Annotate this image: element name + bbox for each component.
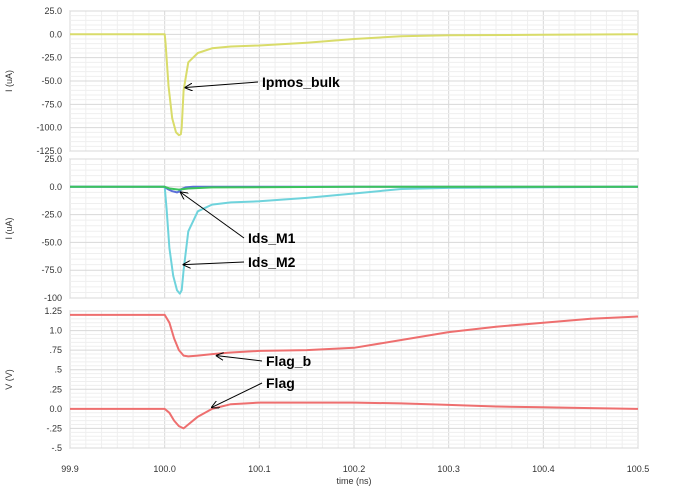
x-tick-label: 100.1 <box>248 464 271 474</box>
x-tick-label: 99.9 <box>61 464 79 474</box>
y-tick-label: 0.0 <box>49 182 62 192</box>
x-axis-label: time (ns) <box>336 476 371 486</box>
y-tick-label: -50.0 <box>41 76 62 86</box>
annotation-label: Ids_M1 <box>248 230 296 246</box>
y-tick-label: 1.0 <box>49 326 62 336</box>
series-line-flag-b <box>70 313 639 358</box>
y-tick-label: 1.25 <box>44 306 62 316</box>
y-tick-label: -100 <box>44 293 62 303</box>
annotation-arrow <box>184 262 245 265</box>
y-tick-label: -75.0 <box>41 265 62 275</box>
y-tick-label: .75 <box>49 345 62 355</box>
y-tick-label: 25.0 <box>44 154 62 164</box>
annotation-ids-m2: Ids_M2 <box>184 254 296 270</box>
x-tick-label: 100.5 <box>627 464 650 474</box>
x-tick-label: 100.4 <box>532 464 555 474</box>
annotation-ipmos-bulk: Ipmos_bulk <box>185 74 340 90</box>
annotation-label: Flag_b <box>266 353 311 369</box>
panel-3: 1.25 1.0 .75 .5 .25 0.0 -.25 -.5 V (V) <box>4 306 639 453</box>
y-tick-label: -25.0 <box>41 210 62 220</box>
annotation-label: Flag <box>266 375 295 391</box>
annotation-label: Ipmos_bulk <box>262 74 340 90</box>
y-tick-label: -.25 <box>46 423 62 433</box>
annotation-arrow <box>212 382 263 407</box>
x-tick-label: 100.2 <box>343 464 366 474</box>
annotation-flag-b: Flag_b <box>217 353 311 369</box>
y-axis-label: I (uA) <box>4 217 14 239</box>
y-tick-label: -50.0 <box>41 237 62 247</box>
annotation-arrow <box>181 192 245 239</box>
y-tick-label: -100.0 <box>36 123 62 133</box>
y-axis-label: I (uA) <box>4 70 14 92</box>
y-tick-label: -.5 <box>51 443 62 453</box>
y-tick-label: -125.0 <box>36 146 62 156</box>
annotation-ids-m1: Ids_M1 <box>181 192 296 246</box>
x-tick-label: 100.0 <box>153 464 176 474</box>
series-line-ipmos-bulk <box>70 33 639 137</box>
annotation-flag: Flag <box>212 375 295 407</box>
x-tick-label: 100.3 <box>437 464 460 474</box>
annotation-label: Ids_M2 <box>248 254 296 270</box>
panel-2: 25.0 0.0 -25.0 -50.0 -75.0 -100 I (uA) <box>4 154 639 303</box>
y-axis-label: V (V) <box>4 369 14 390</box>
y-tick-label: .5 <box>54 365 62 375</box>
panel-1: 25.0 0.0 -25.0 -50.0 -75.0 -100.0 -125.0 I (uA) <box>4 6 639 156</box>
y-tick-label: 0.0 <box>49 29 62 39</box>
y-tick-label: 25.0 <box>44 6 62 16</box>
y-tick-label: 0.0 <box>49 404 62 414</box>
y-tick-label: -25.0 <box>41 53 62 63</box>
annotation-arrow <box>185 81 259 88</box>
annotation-arrow <box>217 356 263 362</box>
y-tick-label: -75.0 <box>41 99 62 109</box>
series-line-flag <box>70 401 639 430</box>
y-tick-label: .25 <box>49 384 62 394</box>
series-line <box>70 185 638 191</box>
series-line-ids-m2 <box>70 185 639 295</box>
